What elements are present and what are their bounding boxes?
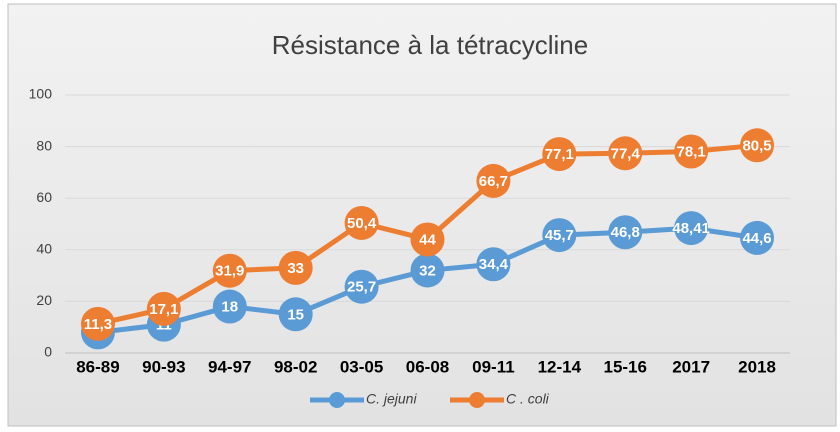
data-point — [608, 136, 643, 171]
data-point — [212, 253, 247, 288]
legend-label: C. jejuni — [366, 391, 417, 407]
data-label: 46,8 — [611, 224, 640, 241]
data-label: 77,4 — [611, 145, 641, 162]
data-label: 80,5 — [742, 137, 771, 154]
data-point — [476, 247, 511, 282]
data-point — [542, 137, 577, 172]
data-label: 34,4 — [479, 256, 509, 273]
x-tick-label: 86-89 — [76, 357, 119, 376]
legend-label: C . coli — [506, 391, 550, 407]
data-label: 48,41 — [672, 220, 710, 237]
x-tick-label: 90-93 — [142, 357, 185, 376]
data-point — [278, 297, 313, 332]
data-label: 44 — [419, 231, 436, 248]
data-point — [740, 220, 775, 255]
data-label: 18 — [221, 299, 238, 316]
data-label: 66,7 — [479, 173, 508, 190]
data-label: 15 — [287, 306, 304, 323]
chart-title: Résistance à la tétracycline — [272, 30, 588, 60]
data-point — [212, 289, 247, 324]
data-point — [674, 134, 709, 169]
data-point — [80, 306, 115, 341]
x-tick-label: 94-97 — [208, 357, 251, 376]
data-point — [476, 163, 511, 198]
x-tick-label: 03-05 — [340, 357, 383, 376]
y-tick-label: 20 — [36, 292, 52, 308]
data-label: 25,7 — [347, 279, 376, 296]
y-tick-label: 0 — [44, 344, 52, 360]
data-label: 45,7 — [545, 227, 574, 244]
x-tick-label: 2018 — [738, 357, 776, 376]
y-tick-label: 100 — [29, 86, 53, 102]
data-point — [410, 222, 445, 257]
x-tick-label: 06-08 — [406, 357, 449, 376]
data-label: 44,6 — [742, 230, 771, 247]
data-point — [542, 218, 577, 253]
data-point — [674, 211, 709, 246]
data-point — [344, 205, 379, 240]
data-label: 31,9 — [215, 263, 244, 280]
data-label: 11,3 — [84, 316, 112, 333]
x-tick-label: 12-14 — [538, 357, 582, 376]
data-point — [344, 269, 379, 304]
data-label: 78,1 — [677, 143, 706, 160]
data-point — [740, 128, 775, 163]
data-label: 17,1 — [149, 301, 178, 318]
x-tick-label: 15-16 — [603, 357, 646, 376]
legend-marker — [329, 392, 345, 408]
x-tick-label: 98-02 — [274, 357, 317, 376]
legend-marker — [469, 392, 485, 408]
x-tick-label: 09-11 — [472, 357, 515, 376]
x-tick-label: 2017 — [672, 357, 710, 376]
data-point — [146, 291, 181, 326]
data-label: 32 — [419, 262, 436, 279]
data-point — [278, 250, 313, 285]
data-label: 50,4 — [347, 215, 377, 232]
y-tick-label: 40 — [36, 241, 52, 257]
y-tick-label: 60 — [36, 189, 52, 205]
data-point — [608, 215, 643, 250]
data-point — [410, 253, 445, 288]
data-label: 77,1 — [545, 146, 574, 163]
data-label: 33 — [287, 260, 304, 277]
y-tick-label: 80 — [36, 137, 52, 153]
